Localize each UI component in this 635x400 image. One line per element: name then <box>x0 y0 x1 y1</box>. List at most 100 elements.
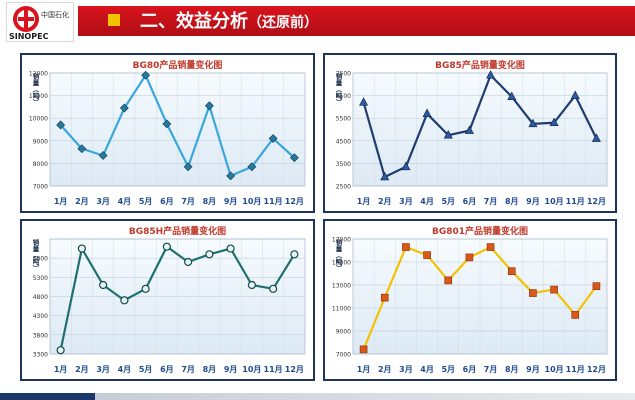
data-point <box>422 108 432 117</box>
y-tick-label: 11000 <box>332 306 351 313</box>
x-tick-label: 12月 <box>587 365 606 374</box>
y-tick-label: 3500 <box>336 161 351 168</box>
x-tick-label: 4月 <box>420 197 434 206</box>
y-tick-label: 10000 <box>29 116 48 123</box>
data-point <box>507 267 516 276</box>
x-tick-label: 11月 <box>264 197 283 206</box>
y-axis-label: 销量（吨） <box>31 71 40 105</box>
y-tick-label: 6500 <box>336 93 351 100</box>
y-tick-label: 7500 <box>336 71 351 78</box>
y-tick-label: 15000 <box>332 260 351 267</box>
y-tick-label: 7000 <box>336 352 351 359</box>
x-tick-label: 4月 <box>420 365 434 374</box>
page-title-main: 二、效益分析 <box>140 11 248 32</box>
x-tick-label: 5月 <box>139 197 153 206</box>
y-tick-label: 2500 <box>336 184 351 191</box>
x-tick-label: 9月 <box>224 365 238 374</box>
x-tick-label: 4月 <box>118 365 132 374</box>
x-tick-label: 1月 <box>54 197 68 206</box>
footer-bar <box>0 393 635 400</box>
x-tick-label: 3月 <box>399 365 413 374</box>
data-point <box>507 91 517 101</box>
x-tick-label: 9月 <box>526 197 540 206</box>
data-point <box>549 117 559 127</box>
y-tick-label: 4300 <box>33 313 48 320</box>
data-point <box>464 125 474 134</box>
x-tick-label: 5月 <box>441 365 455 374</box>
data-point <box>465 253 474 262</box>
data-point <box>247 162 257 172</box>
x-tick-label: 10月 <box>545 365 564 374</box>
x-tick-label: 12月 <box>285 365 304 374</box>
x-tick-label: 11月 <box>566 365 585 374</box>
chart-svg: BG80产品销量变化图 7000 8000 9000 10000 11000 12000销量… <box>29 59 306 206</box>
chart-title: BG85产品销量变化图 <box>435 59 525 71</box>
x-tick-label: 2月 <box>378 365 392 374</box>
data-point <box>402 243 410 251</box>
data-point <box>183 162 193 172</box>
data-point <box>444 276 453 285</box>
y-tick-label: 12000 <box>29 71 48 78</box>
x-tick-label: 6月 <box>160 197 174 206</box>
chart-title: BG80产品销量变化图 <box>133 59 223 71</box>
x-tick-label: 2月 <box>75 197 89 206</box>
data-point <box>401 161 411 171</box>
data-point <box>380 171 390 181</box>
x-tick-label: 4月 <box>118 197 132 206</box>
header: 中国石化 SINOPEC 二、效益分析（还原前） <box>0 0 635 44</box>
y-tick-label: 11000 <box>29 93 48 100</box>
data-point <box>443 130 453 139</box>
data-point <box>205 250 214 259</box>
x-tick-label: 11月 <box>264 365 283 374</box>
x-tick-label: 12月 <box>285 197 304 206</box>
x-tick-label: 6月 <box>463 365 477 374</box>
x-tick-label: 9月 <box>224 197 238 206</box>
data-point <box>204 101 214 111</box>
data-point <box>592 282 601 290</box>
x-tick-label: 6月 <box>160 365 174 374</box>
data-point <box>359 97 369 106</box>
title-band <box>78 6 635 36</box>
x-tick-label: 5月 <box>139 365 153 374</box>
y-axis-label: 销量（吨） <box>334 71 343 105</box>
data-point <box>56 120 66 130</box>
x-tick-label: 3月 <box>96 365 110 374</box>
data-point <box>359 345 368 354</box>
x-tick-label: 3月 <box>96 197 110 206</box>
x-tick-label: 10月 <box>242 365 261 374</box>
chart-panel-bg801: BG801产品销量变化图 7000 9000 11000 13000 15000 17000… <box>323 219 617 381</box>
x-tick-label: 3月 <box>399 197 413 206</box>
yellow-square-icon <box>108 14 120 26</box>
x-tick-label: 7月 <box>484 197 498 206</box>
x-tick-label: 1月 <box>357 197 371 206</box>
y-tick-label: 9000 <box>33 138 48 145</box>
y-tick-label: 9000 <box>336 329 351 336</box>
data-point <box>162 242 171 251</box>
series-line <box>59 74 296 177</box>
x-tick-label: 11月 <box>566 197 585 206</box>
data-point <box>571 311 580 319</box>
data-point <box>141 284 150 293</box>
data-point <box>550 285 558 294</box>
y-tick-label: 7000 <box>33 184 48 191</box>
x-tick-label: 10月 <box>545 197 564 206</box>
chart-panel-bg85h: BG85H产品销量变化图 3300 3800 4300 4800 5300 5800 销量（吨… <box>20 219 315 381</box>
data-point <box>98 151 108 160</box>
data-point <box>141 70 151 80</box>
x-tick-label: 6月 <box>463 197 477 206</box>
y-axis-label: 销量（吨） <box>31 237 40 271</box>
chart-title: BG85H产品销量变化图 <box>129 225 226 237</box>
data-point <box>423 251 431 259</box>
chart-title: BG801产品销量变化图 <box>432 225 528 237</box>
y-tick-label: 17000 <box>332 237 351 244</box>
x-tick-label: 1月 <box>54 365 68 374</box>
page-title: 二、效益分析（还原前） <box>140 9 318 35</box>
x-tick-label: 7月 <box>181 365 195 374</box>
data-point <box>290 250 299 259</box>
x-tick-label: 8月 <box>203 197 217 206</box>
data-point <box>528 118 538 128</box>
x-tick-label: 8月 <box>505 365 519 374</box>
data-point <box>486 243 495 251</box>
data-point <box>268 134 278 143</box>
page-title-subtitle: （还原前） <box>248 15 318 31</box>
